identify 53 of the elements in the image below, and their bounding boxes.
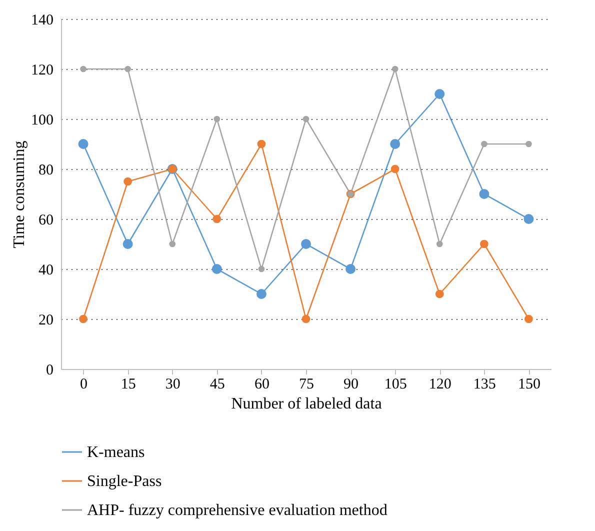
x-tick-label: 120 xyxy=(428,376,452,392)
legend-label: K-means xyxy=(87,444,145,461)
point xyxy=(258,266,265,272)
point xyxy=(481,140,488,148)
x-tick-label: 90 xyxy=(344,376,359,392)
point xyxy=(480,240,488,248)
point xyxy=(479,189,490,199)
point xyxy=(390,164,400,174)
x-tick-label: 60 xyxy=(254,376,270,392)
x-axis-title: Number of labeled data xyxy=(231,396,382,412)
point xyxy=(169,240,176,248)
point xyxy=(302,314,310,324)
x-tick-label: 15 xyxy=(120,376,136,392)
y-tick-label: 0 xyxy=(46,362,54,378)
y-tick-label: 60 xyxy=(38,212,54,228)
y-tick-label: 140 xyxy=(31,12,54,28)
point xyxy=(434,89,445,99)
point xyxy=(80,66,86,72)
y-tick-label: 120 xyxy=(31,62,54,78)
point xyxy=(78,139,88,149)
x-tick-label: 45 xyxy=(210,376,225,392)
y-tick-label: 40 xyxy=(38,262,54,278)
legend-label: AHP- fuzzy comprehensive evaluation method xyxy=(87,502,388,519)
x-tick-label: 30 xyxy=(165,376,180,392)
point xyxy=(212,264,222,274)
point xyxy=(302,116,310,122)
point xyxy=(435,290,444,298)
point xyxy=(524,214,534,224)
point xyxy=(212,214,222,224)
point xyxy=(346,264,356,274)
point xyxy=(301,239,311,249)
point xyxy=(124,177,132,186)
x-tick-label: 0 xyxy=(80,376,88,392)
point xyxy=(256,289,266,299)
y-axis-title: Time consuming xyxy=(11,140,28,248)
point xyxy=(526,140,532,148)
y-tick-label: 20 xyxy=(38,312,54,328)
x-tick-label: 135 xyxy=(473,376,496,392)
y-tick-label: 100 xyxy=(31,112,54,128)
legend-label: Single-Pass xyxy=(87,473,162,490)
x-tick-label: 105 xyxy=(384,376,407,392)
point xyxy=(124,66,131,72)
y-tick-label: 80 xyxy=(38,162,54,178)
x-tick-label: 150 xyxy=(518,376,540,392)
point xyxy=(436,240,443,248)
x-tick-label: 75 xyxy=(299,376,314,392)
point xyxy=(122,239,133,249)
point xyxy=(392,66,398,72)
point xyxy=(79,314,88,324)
point xyxy=(257,140,266,148)
point xyxy=(214,116,220,122)
point xyxy=(524,314,533,324)
point xyxy=(390,139,400,149)
